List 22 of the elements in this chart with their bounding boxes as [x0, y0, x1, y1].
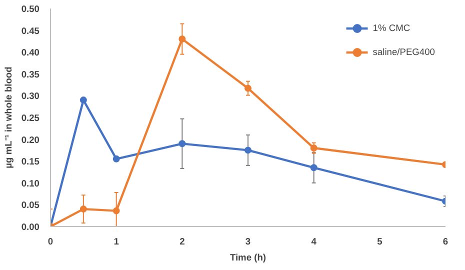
y-tick-label: 0.25 — [21, 113, 40, 123]
y-tick-label: 0.20 — [21, 134, 40, 145]
x-axis-title: Time (h) — [230, 252, 266, 262]
legend-label: saline/PEG400 — [372, 47, 435, 57]
x-tick-label: 0 — [48, 236, 54, 246]
y-tick-label: 0.15 — [21, 156, 40, 167]
x-tick-label: 5 — [377, 236, 382, 246]
legend-label: 1% CMC — [372, 23, 410, 33]
y-axis-title: µg mL⁻¹ in whole blood — [3, 66, 14, 168]
y-tick-label: 0.45 — [21, 26, 40, 36]
x-tick-label: 2 — [180, 236, 185, 246]
x-tick-label: 1 — [114, 236, 119, 246]
x-tick-label: 6 — [442, 236, 448, 246]
y-tick-label: 0.05 — [21, 200, 40, 210]
y-tick-label: 0.35 — [21, 69, 40, 80]
y-tick-label: 0.30 — [21, 91, 40, 102]
x-tick-label: 4 — [311, 236, 318, 246]
y-tick-label: 0.40 — [21, 48, 40, 58]
y-tick-label: 0.00 — [21, 222, 40, 232]
x-tick-label: 3 — [245, 236, 251, 246]
y-tick-label: 0.10 — [21, 178, 40, 188]
y-tick-label: 0.50 — [21, 4, 40, 14]
